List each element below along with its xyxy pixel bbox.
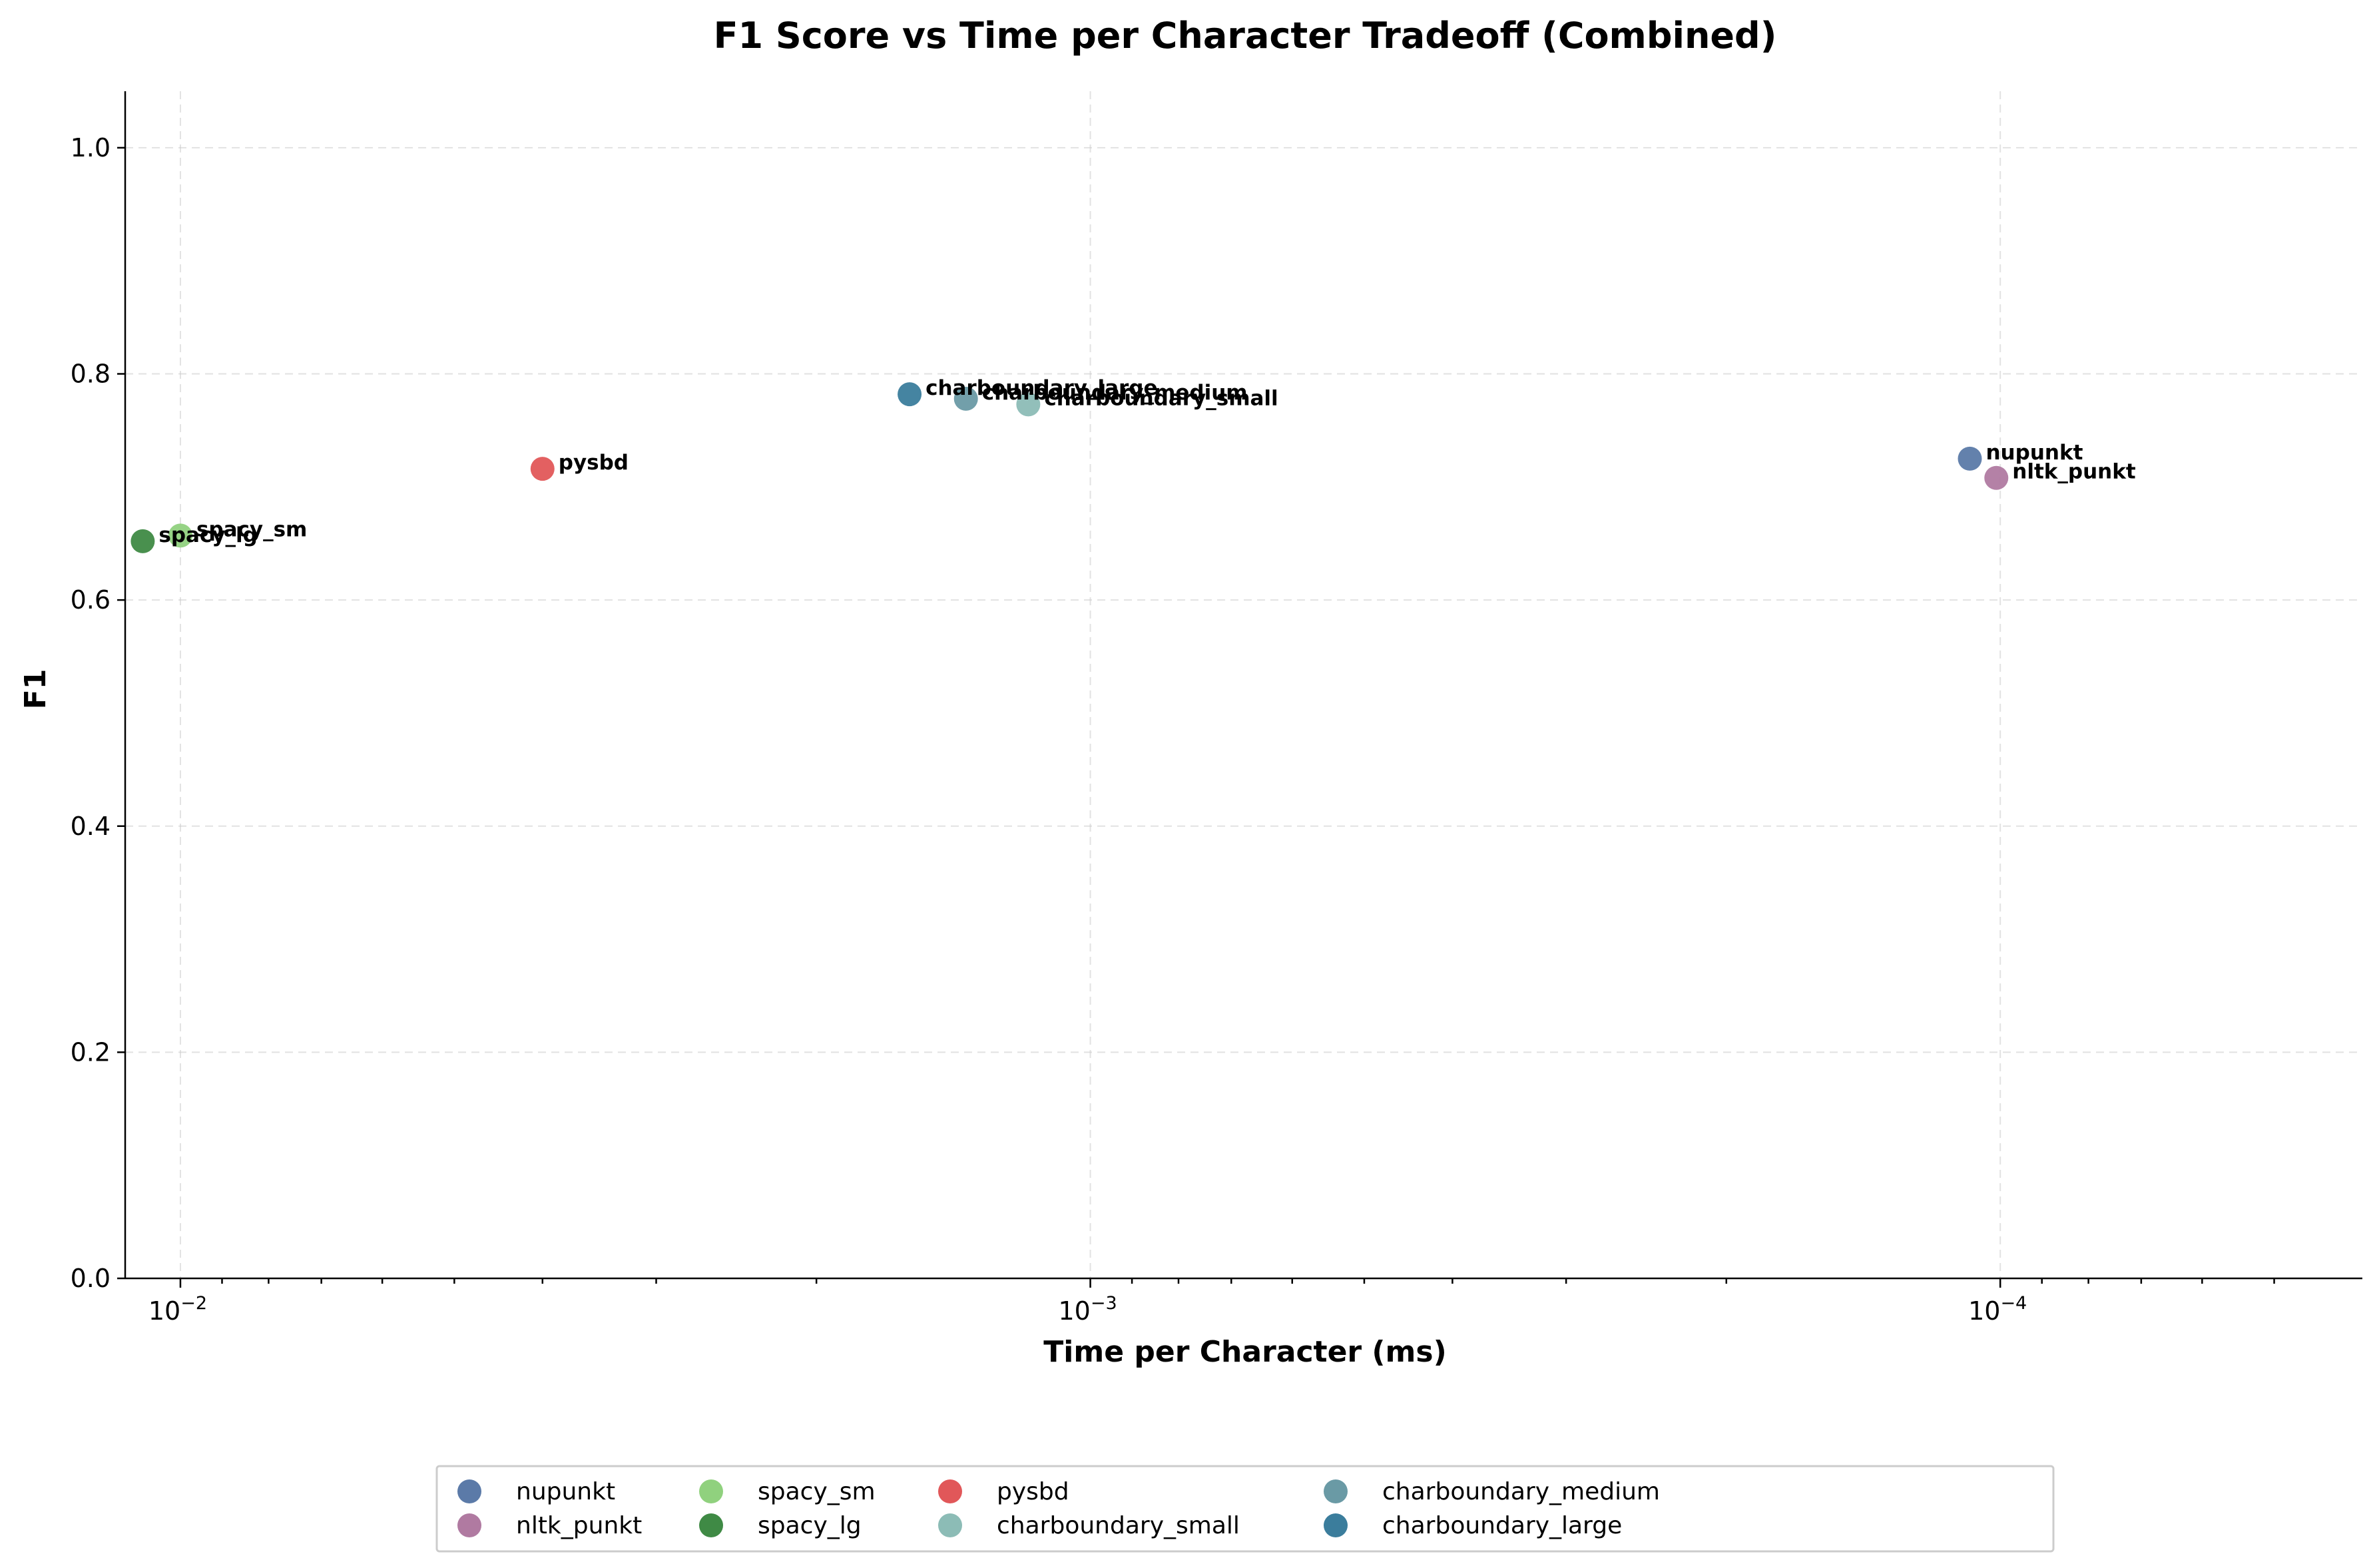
point-label-nltk_punkt: nltk_punkt (2012, 460, 2136, 484)
legend-marker-pysbd (938, 1479, 962, 1503)
point-label-spacy_sm: spacy_sm (196, 517, 307, 541)
legend-marker-charboundary_small (938, 1513, 962, 1537)
y-tick-label: 1.0 (71, 133, 111, 162)
data-point-nltk_punkt (1984, 465, 2009, 490)
data-point-spacy_lg (131, 529, 155, 553)
data-points (131, 382, 2009, 553)
legend-label-nupunkt: nupunkt (516, 1478, 615, 1505)
legend-marker-nltk_punkt (457, 1513, 481, 1537)
point-label-spacy_lg: spacy_lg (158, 523, 257, 547)
point-label-nupunkt: nupunkt (1985, 441, 2083, 465)
grid (125, 91, 2362, 1279)
data-point-charboundary_large (898, 382, 922, 407)
legend-label-charboundary_large: charboundary_large (1382, 1512, 1622, 1539)
legend-label-charboundary_small: charboundary_small (997, 1512, 1240, 1539)
point-label-pysbd: pysbd (559, 451, 629, 475)
x-tick-label: 10−3 (1058, 1293, 1117, 1326)
legend-marker-charboundary_medium (1324, 1479, 1348, 1503)
x-tick-exponent: −3 (1091, 1293, 1117, 1314)
legend-label-charboundary_medium: charboundary_medium (1382, 1478, 1660, 1505)
point-label-charboundary_medium: charboundary_medium (982, 381, 1248, 405)
legend-marker-spacy_lg (699, 1513, 723, 1537)
legend: nupunkt nltk_punkt spacy_sm spacy_lg pysbd ch… (435, 1465, 2055, 1553)
point-label-charboundary_small: charboundary_small (1044, 386, 1278, 410)
x-axis-label: Time per Character (ms) (1043, 1335, 1446, 1369)
axes: 0.00.20.40.60.81.010−2 10−3 10−4 (71, 91, 2362, 1326)
data-point-nupunkt (1958, 446, 1982, 471)
x-tick-base: 10 (1058, 1296, 1090, 1326)
data-point-charboundary_small (1016, 392, 1041, 417)
x-tick-label: 10−2 (148, 1293, 207, 1326)
legend-box (435, 1465, 2055, 1553)
chart-title: F1 Score vs Time per Character Tradeoff … (714, 15, 1777, 57)
legend-label-spacy_sm: spacy_sm (758, 1478, 876, 1505)
legend-marker-charboundary_large (1324, 1513, 1348, 1537)
data-point-charboundary_medium (953, 386, 978, 411)
x-tick-base: 10 (1968, 1296, 2000, 1326)
y-tick-label: 0.2 (71, 1037, 111, 1067)
x-tick-exponent: −2 (180, 1293, 207, 1314)
y-tick-label: 0.6 (71, 585, 111, 615)
point-label-charboundary_large: charboundary_large (925, 376, 1157, 400)
x-tick-base: 10 (148, 1296, 180, 1326)
legend-label-pysbd: pysbd (997, 1478, 1069, 1505)
y-axis-label: F1 (19, 669, 53, 710)
x-tick-label: 10−4 (1968, 1293, 2027, 1326)
legend-marker-nupunkt (457, 1479, 481, 1503)
legend-marker-spacy_sm (699, 1479, 723, 1503)
legend-label-nltk_punkt: nltk_punkt (516, 1512, 642, 1539)
data-point-pysbd (530, 457, 555, 481)
legend-label-spacy_lg: spacy_lg (758, 1512, 862, 1539)
y-tick-label: 0.8 (71, 360, 111, 389)
x-tick-exponent: −4 (2000, 1293, 2027, 1314)
data-point-spacy_sm (168, 523, 192, 548)
y-tick-label: 0.0 (71, 1264, 111, 1293)
y-tick-label: 0.4 (71, 812, 111, 841)
